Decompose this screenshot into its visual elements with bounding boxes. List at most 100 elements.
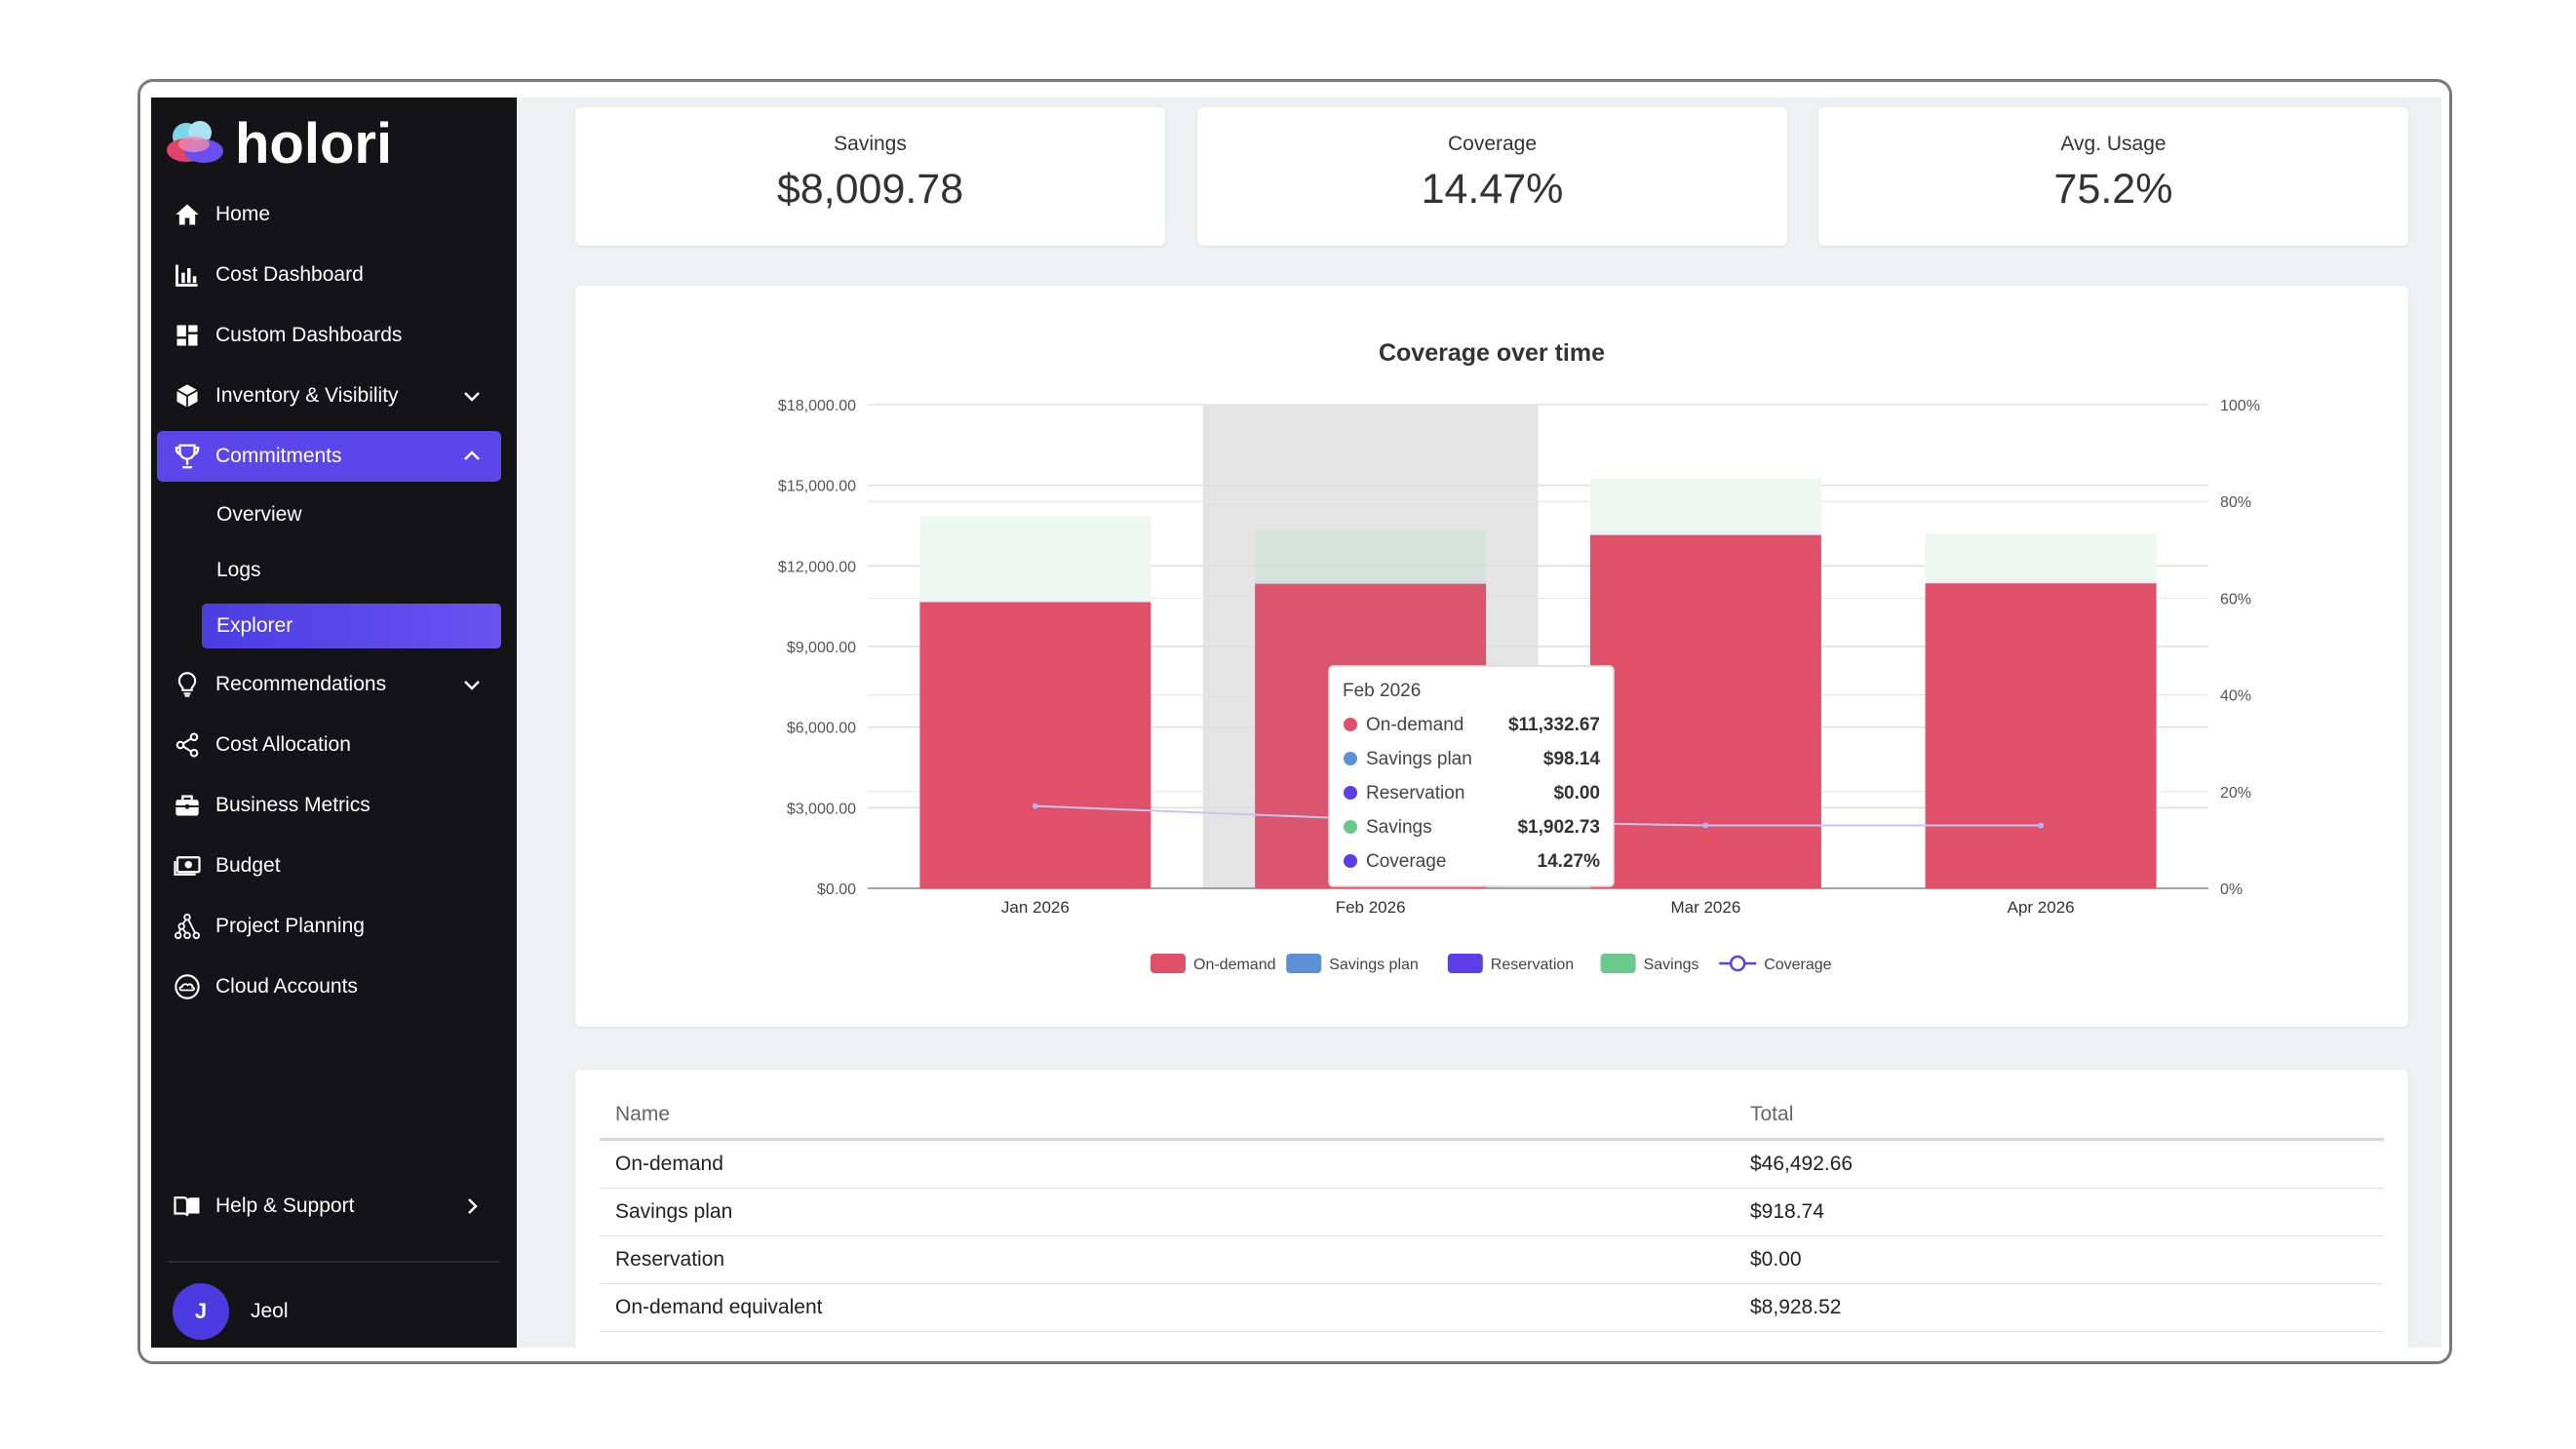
bar-on-demand	[1925, 583, 2157, 888]
tooltip-label: Coverage	[1366, 851, 1446, 872]
sidebar-item-label: Custom Dashboards	[215, 324, 403, 346]
sidebar-item-label: Project Planning	[215, 915, 365, 937]
cloud-icon	[171, 970, 204, 1003]
sidebar-item-help-support[interactable]: Help & Support	[157, 1181, 501, 1232]
coverage-point	[1032, 803, 1038, 809]
tooltip-value: $1,902.73	[1517, 817, 1600, 838]
kpi-value: $8,009.78	[776, 166, 964, 213]
logo-text: holori	[235, 111, 393, 176]
sidebar-item-budget[interactable]: Budget	[157, 841, 501, 891]
avatar: J	[173, 1283, 229, 1340]
tooltip-value: $0.00	[1553, 783, 1600, 803]
tooltip-title: Feb 2026	[1343, 681, 1421, 701]
legend-label: Coverage	[1764, 957, 1831, 973]
kpi-card-avg-usage: Avg. Usage 75.2%	[1818, 107, 2408, 246]
sub-item-explorer[interactable]: Explorer	[202, 604, 501, 648]
kpi-value: 75.2%	[2053, 166, 2173, 213]
book-icon	[171, 1190, 204, 1223]
bar-savings	[1255, 529, 1487, 582]
coverage-point	[2038, 822, 2045, 829]
kpi-card-savings: Savings $8,009.78	[575, 107, 1165, 246]
tooltip-label: Savings	[1366, 817, 1432, 838]
kpi-value: 14.47%	[1421, 166, 1564, 213]
money-icon	[171, 849, 204, 882]
legend-label: Savings plan	[1329, 957, 1419, 973]
sidebar-item-label: Help & Support	[215, 1194, 355, 1217]
chevron-down-icon[interactable]	[460, 673, 484, 696]
y-tick-label: $18,000.00	[778, 398, 856, 414]
legend-label: Reservation	[1491, 957, 1574, 973]
lightbulb-icon	[171, 668, 204, 701]
app-window: holori Home Cost Dashboard Custom Dashbo…	[137, 79, 2452, 1364]
table-row[interactable]: On-demand $46,492.66	[600, 1139, 2384, 1189]
sub-item-label: Overview	[216, 503, 302, 526]
tooltip-dot	[1344, 786, 1357, 800]
home-icon	[171, 198, 204, 231]
table-cell-total: $46,492.66	[1735, 1139, 2384, 1189]
sidebar-item-inventory[interactable]: Inventory & Visibility	[157, 371, 501, 421]
table-cell-name: On-demand	[600, 1139, 1735, 1189]
sidebar-item-cost-allocation[interactable]: Cost Allocation	[157, 720, 501, 770]
sidebar-item-cost-dashboard[interactable]: Cost Dashboard	[157, 250, 501, 300]
legend-swatch	[1151, 954, 1186, 973]
column-header-total[interactable]: Total	[1735, 1091, 2384, 1141]
chevron-right-icon[interactable]	[460, 1194, 484, 1218]
y-tick-label: $3,000.00	[787, 801, 856, 817]
y2-tick-label: 100%	[2220, 398, 2260, 414]
legend-label: On-demand	[1193, 957, 1276, 973]
table-cell-name: Reservation	[600, 1235, 1735, 1284]
table-cell-name: On-demand equivalent	[600, 1283, 1735, 1332]
chevron-up-icon[interactable]	[460, 445, 484, 468]
column-header-name[interactable]: Name	[600, 1091, 1735, 1141]
y-tick-label: $0.00	[817, 881, 856, 898]
tooltip-value: 14.27%	[1538, 851, 1601, 872]
y-tick-label: $6,000.00	[787, 721, 856, 737]
sub-item-overview[interactable]: Overview	[202, 492, 501, 537]
table-row[interactable]: Savings plan $918.74	[600, 1188, 2384, 1236]
table-header-row: Name Total	[600, 1091, 2384, 1141]
legend-label: Savings	[1644, 957, 1699, 973]
sidebar: holori Home Cost Dashboard Custom Dashbo…	[151, 98, 517, 1348]
logo[interactable]: holori	[165, 109, 392, 177]
table-row[interactable]: On-demand equivalent $8,928.52	[600, 1283, 2384, 1332]
sidebar-item-cloud-accounts[interactable]: Cloud Accounts	[157, 961, 501, 1012]
sub-item-label: Logs	[216, 559, 261, 581]
chevron-down-icon[interactable]	[460, 384, 484, 408]
sidebar-item-label: Inventory & Visibility	[215, 384, 399, 407]
sidebar-item-recommendations[interactable]: Recommendations	[157, 659, 501, 710]
tooltip-box	[1328, 665, 1615, 887]
table-cell-name: Savings plan	[600, 1188, 1735, 1236]
sidebar-item-custom-dashboards[interactable]: Custom Dashboards	[157, 310, 501, 361]
bar-savings-plan	[1589, 530, 1821, 535]
coverage-chart-card: Coverage over time $0.00 $3,000.00 $6,000.0…	[575, 286, 2408, 1027]
x-tick-label: Mar 2026	[1670, 898, 1740, 917]
user-profile[interactable]: J Jeol	[173, 1283, 289, 1340]
tooltip-dot	[1344, 752, 1357, 765]
legend-swatch	[1447, 954, 1483, 973]
share-icon	[171, 728, 204, 762]
table-cell-total: $918.74	[1735, 1188, 2384, 1236]
table-cell-total: $8,928.52	[1735, 1283, 2384, 1332]
trophy-icon	[171, 440, 204, 473]
bar-chart-icon	[171, 258, 204, 292]
main-content: Savings $8,009.78 Coverage 14.47% Avg. U…	[517, 98, 2441, 1348]
sidebar-item-project-planning[interactable]: Project Planning	[157, 901, 501, 952]
tooltip-label: Reservation	[1366, 783, 1464, 803]
coverage-chart[interactable]: Coverage over time $0.00 $3,000.00 $6,000.0…	[575, 286, 2408, 1027]
sidebar-item-business-metrics[interactable]: Business Metrics	[157, 780, 501, 831]
cube-icon	[171, 379, 204, 412]
summary-table-card: Name Total On-demand $46,492.66 Savings …	[575, 1070, 2408, 1348]
y-tick-label: $15,000.00	[778, 479, 856, 495]
sidebar-item-commitments[interactable]: Commitments	[157, 431, 501, 482]
sub-item-label: Explorer	[216, 614, 293, 637]
bar-savings	[1589, 478, 1821, 531]
sidebar-item-home[interactable]: Home	[157, 189, 501, 240]
sub-item-logs[interactable]: Logs	[202, 548, 501, 593]
bar-savings	[919, 516, 1151, 600]
sidebar-item-label: Cost Allocation	[215, 733, 351, 756]
bar-savings-plan	[919, 599, 1151, 603]
x-tick-label: Apr 2026	[2008, 898, 2075, 917]
table-row[interactable]: Reservation $0.00	[600, 1235, 2384, 1284]
sidebar-divider	[169, 1261, 500, 1263]
tooltip-dot	[1344, 718, 1357, 731]
